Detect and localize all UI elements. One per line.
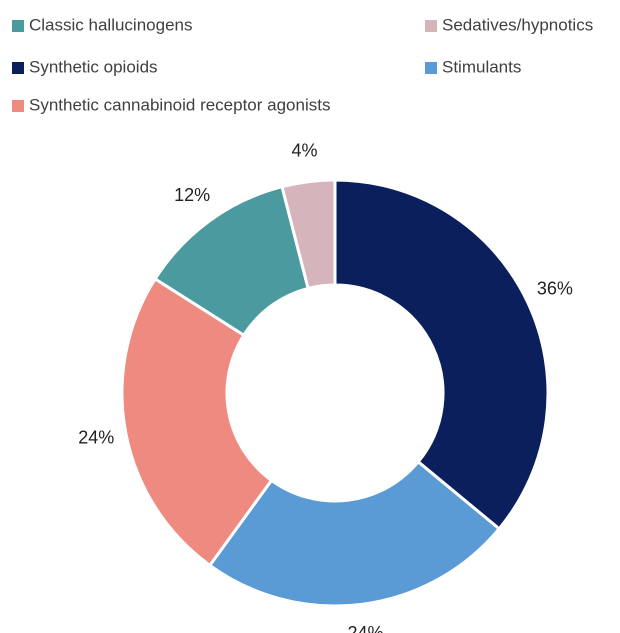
data-label: 24% xyxy=(78,427,114,447)
data-label: 12% xyxy=(174,185,210,205)
data-label: 4% xyxy=(292,141,318,161)
legend-swatch xyxy=(425,62,437,74)
legend-swatch xyxy=(12,20,24,32)
data-label: 36% xyxy=(537,278,573,298)
legend-swatch xyxy=(12,100,24,112)
legend-label: Classic hallucinogens xyxy=(29,15,192,34)
donut-slice xyxy=(280,178,337,291)
donut-slice xyxy=(120,276,274,568)
legend-label: Synthetic opioids xyxy=(29,57,158,76)
donut-slice xyxy=(333,178,550,531)
legend-swatch xyxy=(12,62,24,74)
data-label: 24% xyxy=(347,623,383,633)
donut-slice xyxy=(207,459,502,608)
legend-label: Stimulants xyxy=(442,57,521,76)
legend-label: Sedatives/hypnotics xyxy=(442,15,593,34)
legend-swatch xyxy=(425,20,437,32)
legend-label: Synthetic cannabinoid receptor agonists xyxy=(29,95,330,114)
